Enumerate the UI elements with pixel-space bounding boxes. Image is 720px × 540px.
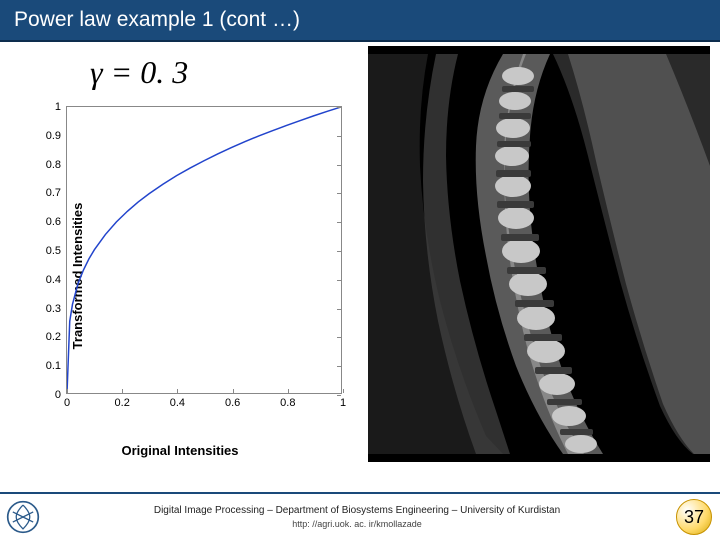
slide: Power law example 1 (cont …) γ = 0. 3 Tr… xyxy=(0,0,720,540)
y-tick-label: 0.2 xyxy=(46,331,67,343)
x-tick-label: 0.6 xyxy=(225,393,240,409)
x-tick-label: 0.2 xyxy=(115,393,130,409)
y-tick-label: 1 xyxy=(55,101,67,113)
x-tick-label: 0.4 xyxy=(170,393,185,409)
institution-logo-icon xyxy=(0,494,46,540)
x-tick-label: 0 xyxy=(64,393,70,409)
y-tick-label: 0.6 xyxy=(46,216,67,228)
x-tick-label: 1 xyxy=(340,393,346,409)
mri-image xyxy=(368,46,710,462)
gamma-value: γ = 0. 3 xyxy=(90,54,188,91)
y-tick-label: 0.8 xyxy=(46,159,67,171)
page-number-container: 37 xyxy=(668,499,720,535)
footer: Digital Image Processing – Department of… xyxy=(0,492,720,540)
y-tick-label: 0.4 xyxy=(46,274,67,286)
y-tick-label: 0.1 xyxy=(46,360,67,372)
slide-title: Power law example 1 (cont …) xyxy=(0,0,720,42)
page-number: 37 xyxy=(676,499,712,535)
y-tick-label: 0.3 xyxy=(46,303,67,315)
y-tick-label: 0.9 xyxy=(46,130,67,142)
spine-mri-illustration xyxy=(368,46,710,462)
footer-line1: Digital Image Processing – Department of… xyxy=(46,503,668,518)
plot-box: 00.10.20.30.40.50.60.70.80.9100.20.40.60… xyxy=(66,106,342,394)
footer-url: http: //agri.uok. ac. ir/kmollazade xyxy=(46,518,668,532)
y-tick-label: 0.7 xyxy=(46,187,67,199)
content-area: γ = 0. 3 Transformed Intensities Origina… xyxy=(0,42,720,492)
curve-line xyxy=(67,107,341,393)
footer-text: Digital Image Processing – Department of… xyxy=(46,503,668,532)
y-tick-label: 0.5 xyxy=(46,245,67,257)
x-tick-label: 0.8 xyxy=(280,393,295,409)
x-axis-label: Original Intensities xyxy=(121,443,238,458)
power-law-chart: Transformed Intensities Original Intensi… xyxy=(8,100,352,452)
